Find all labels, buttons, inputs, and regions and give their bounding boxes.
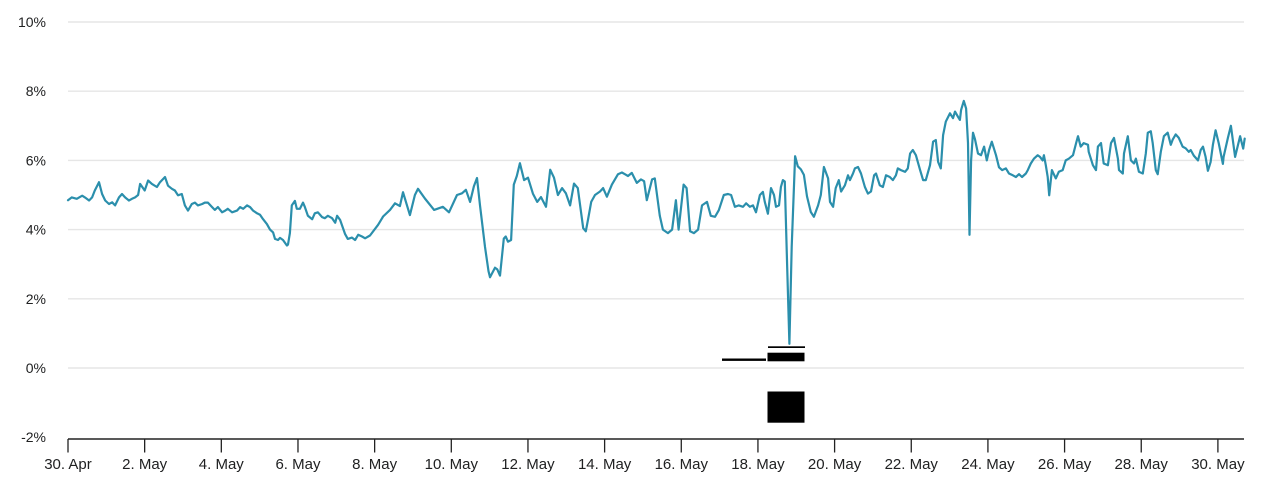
x-tick-label: 2. May [122, 456, 168, 473]
x-tick-label: 20. May [808, 456, 862, 473]
x-tick-label: 30. Apr [44, 456, 92, 473]
y-tick-label: 2% [26, 291, 46, 307]
artifact-underline [768, 346, 805, 348]
x-tick-label: 4. May [199, 456, 245, 473]
y-tick-label: 10% [18, 14, 46, 30]
x-tick-label: 28. May [1115, 456, 1169, 473]
tooltip-artifacts [722, 346, 805, 423]
gridlines [68, 21, 1244, 369]
y-tick-label: 4% [26, 222, 46, 238]
y-axis-labels: 10% 8% 6% 4% 2% 0% -2% [18, 14, 46, 445]
y-tick-label: 8% [26, 83, 46, 99]
x-tick-label: 22. May [885, 456, 939, 473]
x-tick-label: 30. May [1191, 456, 1245, 473]
x-axis [67, 438, 1244, 453]
artifact-bar [767, 352, 805, 362]
x-tick-label: 18. May [731, 456, 785, 473]
series-line[interactable] [66, 99, 1246, 345]
x-tick-label: 14. May [578, 456, 632, 473]
x-tick-label: 26. May [1038, 456, 1092, 473]
x-tick-label: 12. May [501, 456, 555, 473]
x-tick-label: 24. May [961, 456, 1015, 473]
x-tick-label: 8. May [352, 456, 398, 473]
x-tick-label: 16. May [655, 456, 709, 473]
y-tick-label: -2% [21, 429, 46, 445]
y-tick-label: 0% [26, 360, 46, 376]
y-tick-label: 6% [26, 152, 46, 168]
artifact-dash [722, 358, 766, 361]
x-tick-label: 10. May [425, 456, 479, 473]
artifact-block [767, 391, 805, 423]
x-tick-label: 6. May [275, 456, 321, 473]
x-axis-labels: 30. Apr 2. May 4. May 6. May 8. May 10. May 12… [44, 456, 1245, 473]
